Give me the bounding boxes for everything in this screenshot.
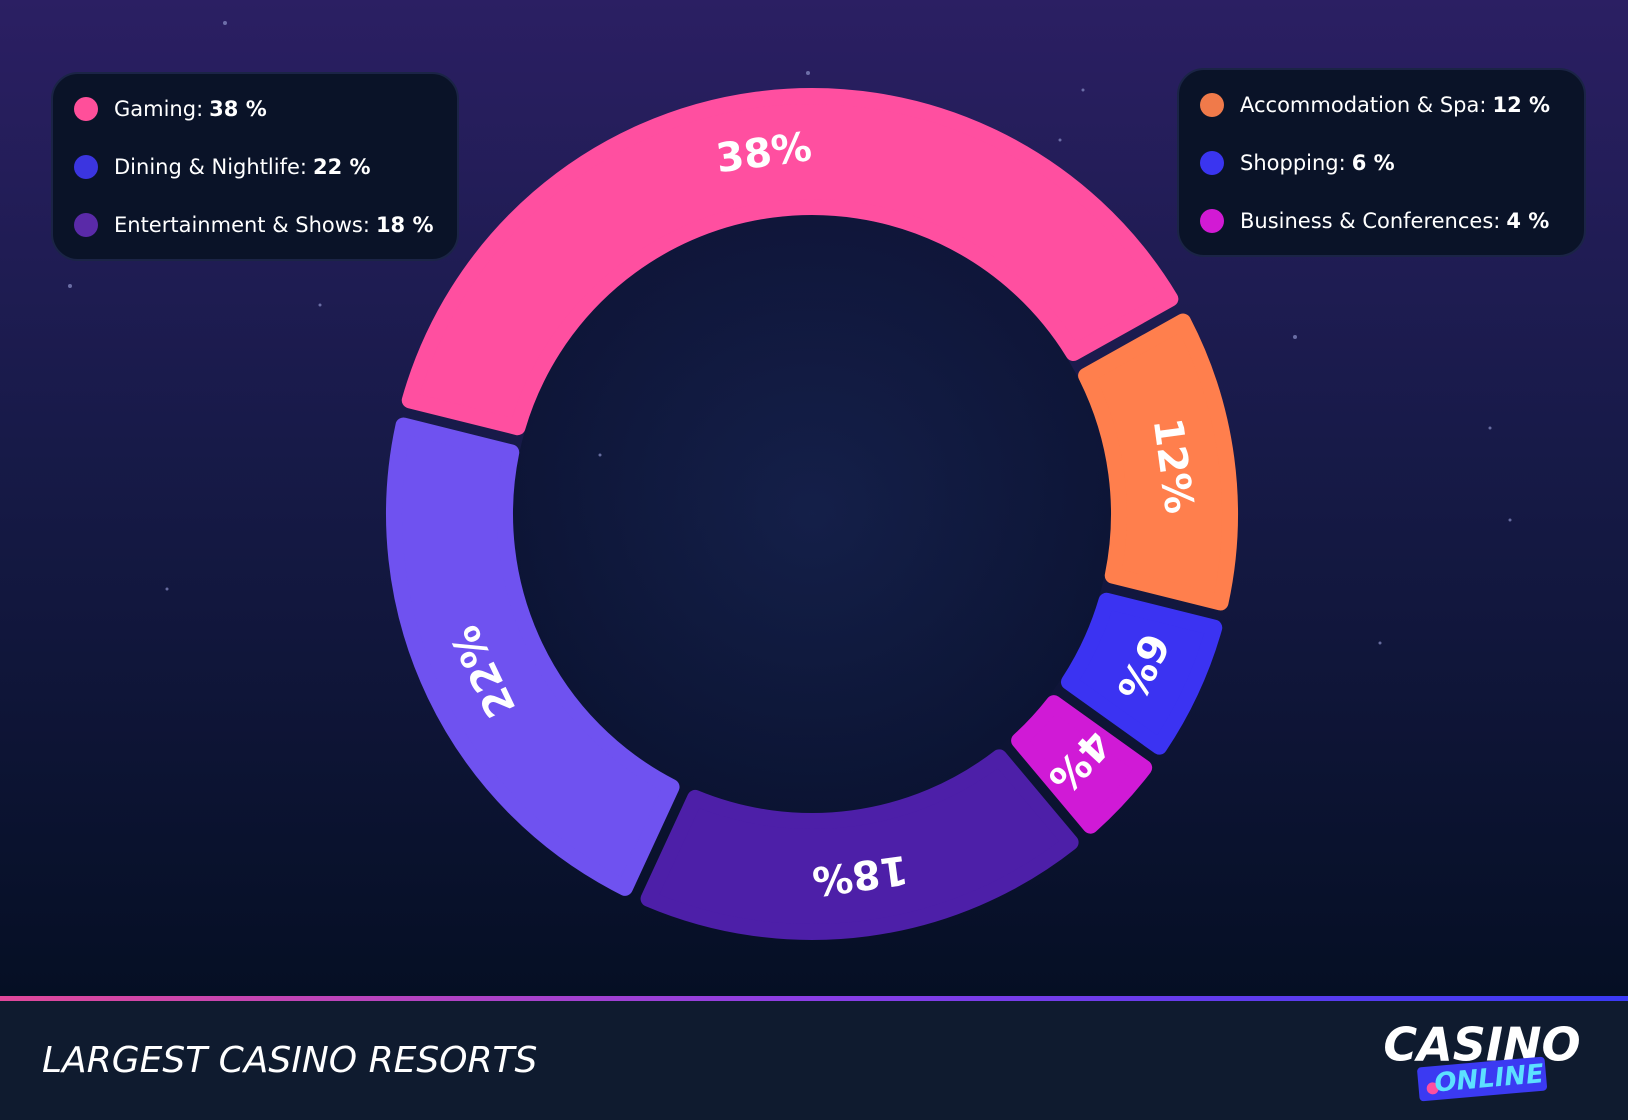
footer [0,996,1628,1120]
legend-label: Accommodation & Spa: [1240,93,1486,117]
legend-value: 38 % [209,97,267,121]
legend-label: Shopping: [1240,151,1346,175]
legend-entry: Entertainment & Shows: 18 % [114,213,434,237]
legend-dot [74,155,98,179]
logo-dot [1426,1082,1439,1095]
segment [640,749,1079,940]
legend-entry: Dining & Nightlife: 22 % [114,155,371,179]
globe [513,215,1111,813]
legend-entry: Gaming: 38 % [114,97,267,121]
segment [401,88,1179,436]
footer-line [0,996,1628,1001]
legend-entry: Business & Conferences: 4 % [1240,209,1549,233]
legend-label: Entertainment & Shows: [114,213,370,237]
legend-box [1177,68,1586,257]
legend-value: 4 % [1506,209,1549,233]
chart-title: LARGEST CASINO RESORTS [42,1040,537,1081]
segment [1060,592,1223,755]
legend-dot [1200,151,1224,175]
legend-dot [74,97,98,121]
legend-value: 18 % [376,213,434,237]
legend-value: 6 % [1352,151,1395,175]
segment [386,417,680,896]
legend-dot [1200,93,1224,117]
legend-box [51,72,459,261]
legend-label: Dining & Nightlife: [114,155,307,179]
legend-value: 22 % [313,155,371,179]
segment [1078,313,1238,611]
legend-label: Business & Conferences: [1240,209,1500,233]
legend-entry: Accommodation & Spa: 12 % [1240,93,1550,117]
legend-value: 12 % [1492,93,1550,117]
logo-badge [1417,1056,1547,1102]
donut: 38%12%6%4%18%22% [386,88,1238,940]
stars [68,21,1512,645]
legend-dot [1200,209,1224,233]
legend-dot [74,213,98,237]
legend-label: Gaming: [114,97,203,121]
segment [1011,695,1153,834]
legend: Gaming: 38 % Dining & Nightlife: 22 % Entert… [74,93,1550,237]
legend-entry: Shopping: 6 % [1240,151,1395,175]
logo: CASINO ONLINE [1383,1018,1581,1102]
